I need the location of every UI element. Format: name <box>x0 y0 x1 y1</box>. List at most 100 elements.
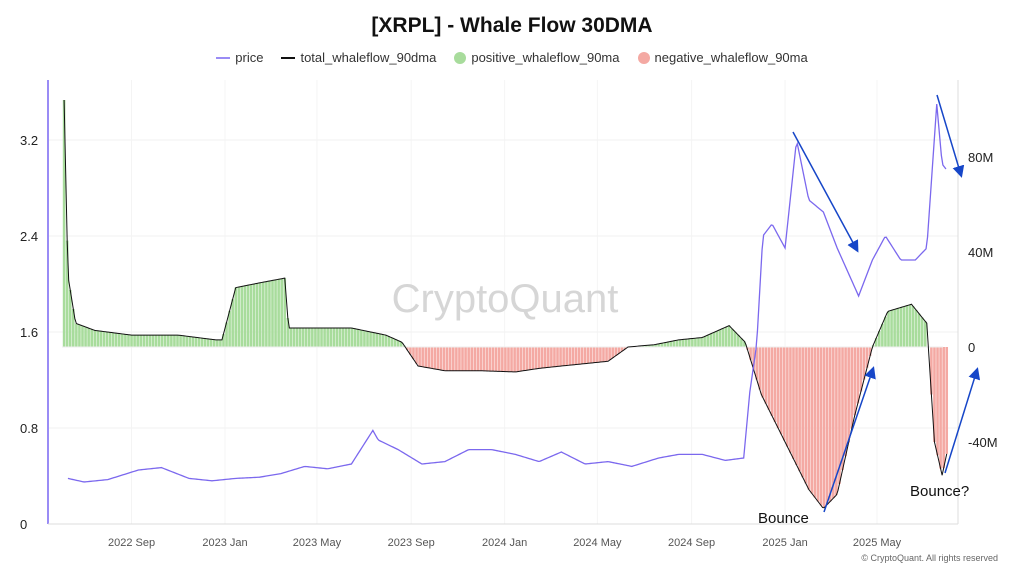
negative-bar <box>442 347 446 371</box>
positive-bar <box>105 331 109 347</box>
positive-bar <box>148 335 152 347</box>
negative-bar <box>586 347 590 364</box>
negative-bar <box>418 347 421 367</box>
negative-bar <box>801 347 804 478</box>
negative-bar <box>494 347 498 372</box>
negative-bar <box>522 347 526 371</box>
x-tick-label: 2022 Sep <box>108 537 155 549</box>
positive-bar <box>298 328 302 347</box>
negative-bar <box>491 347 495 372</box>
negative-bar <box>755 347 759 380</box>
positive-bar <box>96 330 100 347</box>
negative-bar <box>850 347 854 429</box>
positive-bar <box>111 332 115 347</box>
negative-bar <box>786 347 789 447</box>
negative-bar <box>939 347 942 469</box>
negative-bar <box>807 347 811 490</box>
positive-bar <box>90 329 93 347</box>
negative-bar <box>936 347 939 456</box>
positive-bar <box>743 341 746 347</box>
negative-bar <box>596 347 599 363</box>
positive-bar <box>642 345 645 347</box>
negative-bar <box>565 347 569 366</box>
positive-bar <box>136 335 139 347</box>
positive-bar <box>304 328 308 347</box>
negative-bar <box>406 347 409 351</box>
negative-bar <box>933 347 936 442</box>
positive-bar <box>669 341 673 347</box>
negative-bar <box>516 347 519 372</box>
positive-bar <box>133 335 136 347</box>
chart-title: [XRPL] - Whale Flow 30DMA <box>371 14 653 37</box>
negative-bar <box>559 347 562 367</box>
negative-bar <box>828 347 832 502</box>
annotation-arrow <box>792 131 859 253</box>
positive-bar <box>323 328 326 347</box>
positive-bar <box>194 337 198 347</box>
positive-bar <box>225 322 228 347</box>
positive-bar <box>387 336 391 347</box>
positive-bar <box>108 332 112 347</box>
negative-bar <box>571 347 575 365</box>
positive-bar <box>899 307 903 347</box>
positive-bar <box>691 338 694 347</box>
negative-bar <box>761 347 765 398</box>
positive-bar <box>176 335 179 347</box>
annotation-bounce-question: Bounce? <box>910 483 969 500</box>
positive-bar <box>660 343 664 347</box>
negative-bar <box>865 347 869 368</box>
positive-bar <box>703 336 706 347</box>
positive-bar <box>332 328 336 347</box>
negative-bar <box>930 347 933 395</box>
negative-bar <box>537 347 541 369</box>
legend-price[interactable]: price <box>216 50 263 65</box>
positive-bar <box>877 330 881 347</box>
negative-bar <box>776 347 780 429</box>
copyright: © CryptoQuant. All rights reserved <box>861 553 998 563</box>
negative-bar <box>448 347 452 371</box>
positive-bar <box>887 311 890 347</box>
negative-bar <box>501 347 504 372</box>
negative-bar <box>841 347 844 471</box>
positive-bar <box>311 328 314 347</box>
negative-bar <box>510 347 513 372</box>
y-right-tick-label: 0 <box>968 340 975 355</box>
legend-negative[interactable]: negative_whaleflow_90ma <box>637 50 808 65</box>
positive-bar <box>271 280 274 347</box>
positive-bar <box>154 335 158 347</box>
positive-bar <box>902 306 906 347</box>
positive-bar <box>262 282 265 347</box>
positive-bar <box>360 330 363 347</box>
positive-bar <box>648 345 651 347</box>
negative-bar <box>467 347 470 371</box>
negative-bar <box>773 347 777 423</box>
annotation-bounce: Bounce <box>758 510 809 527</box>
positive-bar <box>258 282 262 347</box>
negative-bar <box>779 347 783 435</box>
negative-bar <box>789 347 792 453</box>
positive-bar <box>657 343 660 347</box>
positive-bar <box>399 341 403 347</box>
positive-bar <box>255 283 259 347</box>
positive-bar <box>142 335 146 347</box>
legend-total[interactable]: total_whaleflow_90dma <box>281 50 436 65</box>
negative-bar <box>421 347 424 367</box>
annotation-arrow <box>944 367 981 474</box>
positive-bar <box>203 338 207 347</box>
legend-positive[interactable]: positive_whaleflow_90ma <box>454 50 620 65</box>
negative-bar <box>862 347 866 380</box>
negative-bar <box>816 347 820 502</box>
positive-bar <box>274 279 277 347</box>
legend-label: negative_whaleflow_90ma <box>654 50 808 65</box>
positive-bar <box>84 326 87 347</box>
positive-bar <box>243 285 247 347</box>
negative-bar <box>580 347 584 364</box>
positive-bar <box>396 340 400 347</box>
negative-swatch <box>637 51 650 64</box>
positive-bar <box>114 333 118 347</box>
negative-bar <box>543 347 547 368</box>
negative-bar <box>853 347 857 416</box>
negative-bar <box>464 347 467 371</box>
negative-bar <box>513 347 516 372</box>
